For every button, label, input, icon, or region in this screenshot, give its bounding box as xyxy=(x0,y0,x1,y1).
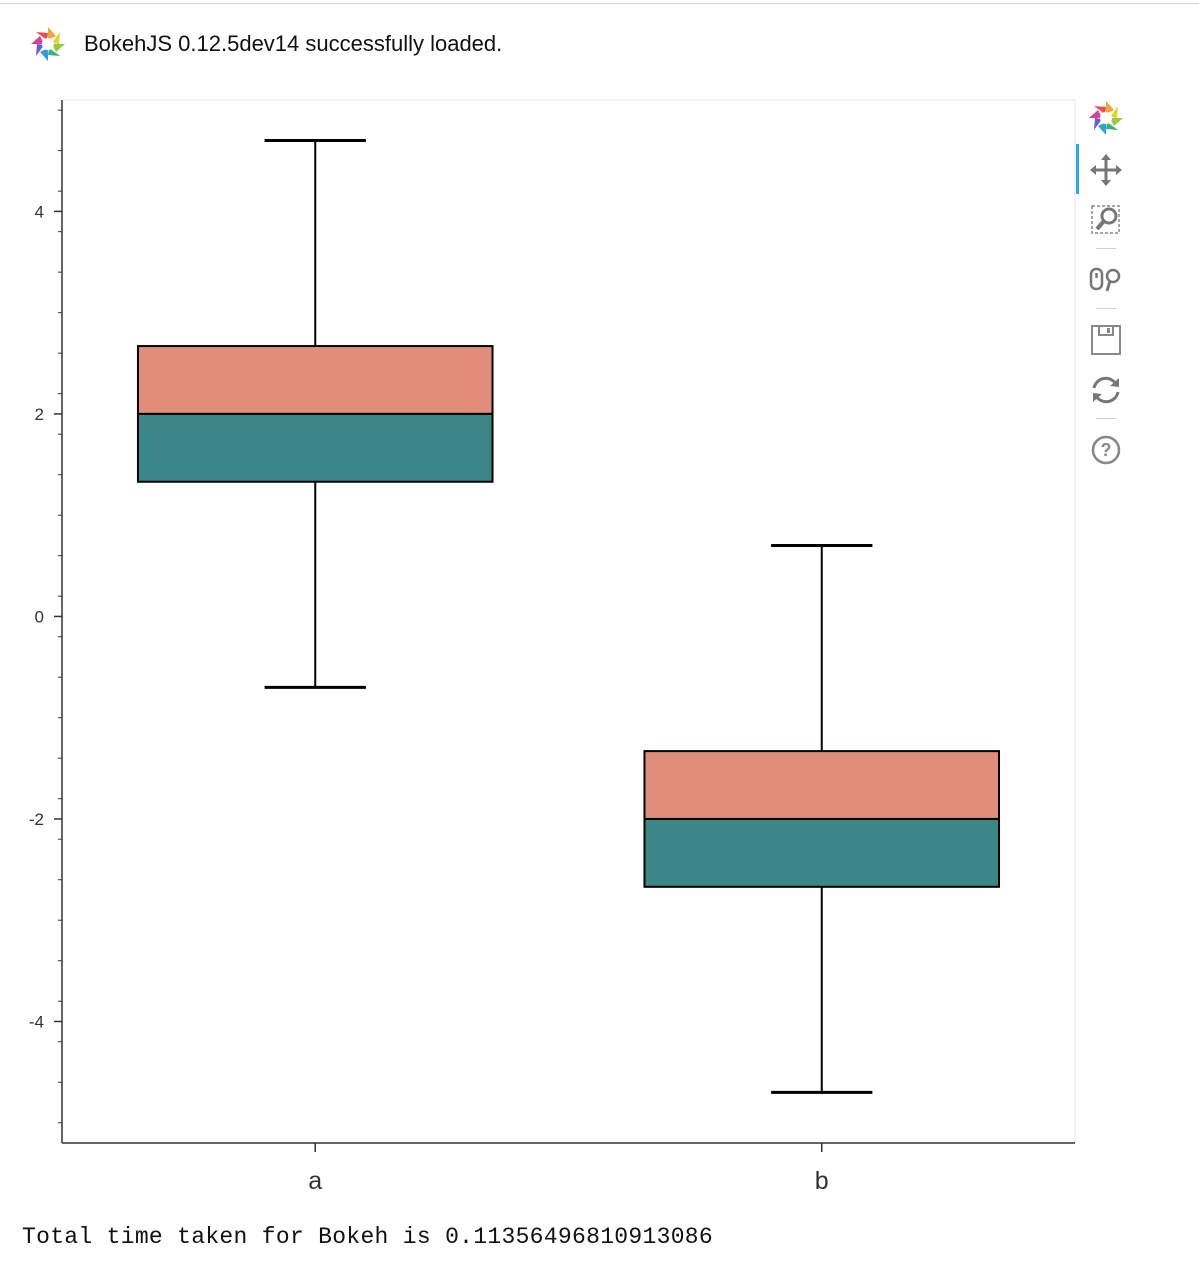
save-tool-button[interactable] xyxy=(1076,318,1136,362)
save-tool-icon xyxy=(1091,325,1121,355)
box-zoom-tool-button[interactable] xyxy=(1076,198,1136,242)
pan-tool-icon xyxy=(1090,154,1122,186)
box-b xyxy=(643,544,1001,1094)
y-tick-label: 0 xyxy=(35,607,44,626)
plot-frame xyxy=(62,99,1076,1143)
box-a xyxy=(136,139,494,689)
y-tick-label: 4 xyxy=(35,202,44,221)
y-axis-ticks: -4 -2 0 2 4 xyxy=(29,109,62,1124)
y-tick-label: -4 xyxy=(29,1012,44,1031)
upper-box xyxy=(136,345,494,415)
bokeh-logo-link[interactable] xyxy=(1076,96,1136,140)
toolbar-separator xyxy=(1096,418,1116,419)
bokeh-loaded-banner: BokehJS 0.12.5dev14 successfully loaded. xyxy=(28,24,502,64)
lower-box xyxy=(643,817,1001,888)
svg-text:?: ? xyxy=(1101,440,1112,460)
toolbar-separator xyxy=(1096,308,1116,309)
cell-top-border xyxy=(0,0,1199,4)
timing-output: Total time taken for Bokeh is 0.11356496… xyxy=(22,1224,714,1250)
x-tick-label: b xyxy=(815,1167,829,1195)
active-tool-indicator xyxy=(1076,144,1079,194)
x-tick-label: a xyxy=(308,1167,322,1195)
reset-tool-icon xyxy=(1092,376,1120,404)
bokeh-logo-icon xyxy=(1089,101,1123,135)
y-tick-label: 2 xyxy=(35,405,44,424)
toolbar-separator xyxy=(1096,248,1116,249)
bokeh-loaded-message: BokehJS 0.12.5dev14 successfully loaded. xyxy=(84,31,503,56)
help-tool-icon: ? xyxy=(1091,435,1121,465)
lower-box xyxy=(136,412,494,483)
wheel-zoom-tool-icon xyxy=(1089,267,1121,292)
help-tool-button[interactable]: ? xyxy=(1076,428,1136,472)
wheel-zoom-tool-button[interactable] xyxy=(1076,258,1136,302)
box-zoom-tool-icon xyxy=(1091,205,1120,234)
upper-box xyxy=(643,750,1001,820)
bokeh-logo-icon xyxy=(31,27,65,61)
reset-tool-button[interactable] xyxy=(1076,368,1136,412)
box-glyphs xyxy=(136,139,1001,1094)
pan-tool-button[interactable] xyxy=(1076,148,1136,192)
y-tick-label: -2 xyxy=(29,810,44,829)
